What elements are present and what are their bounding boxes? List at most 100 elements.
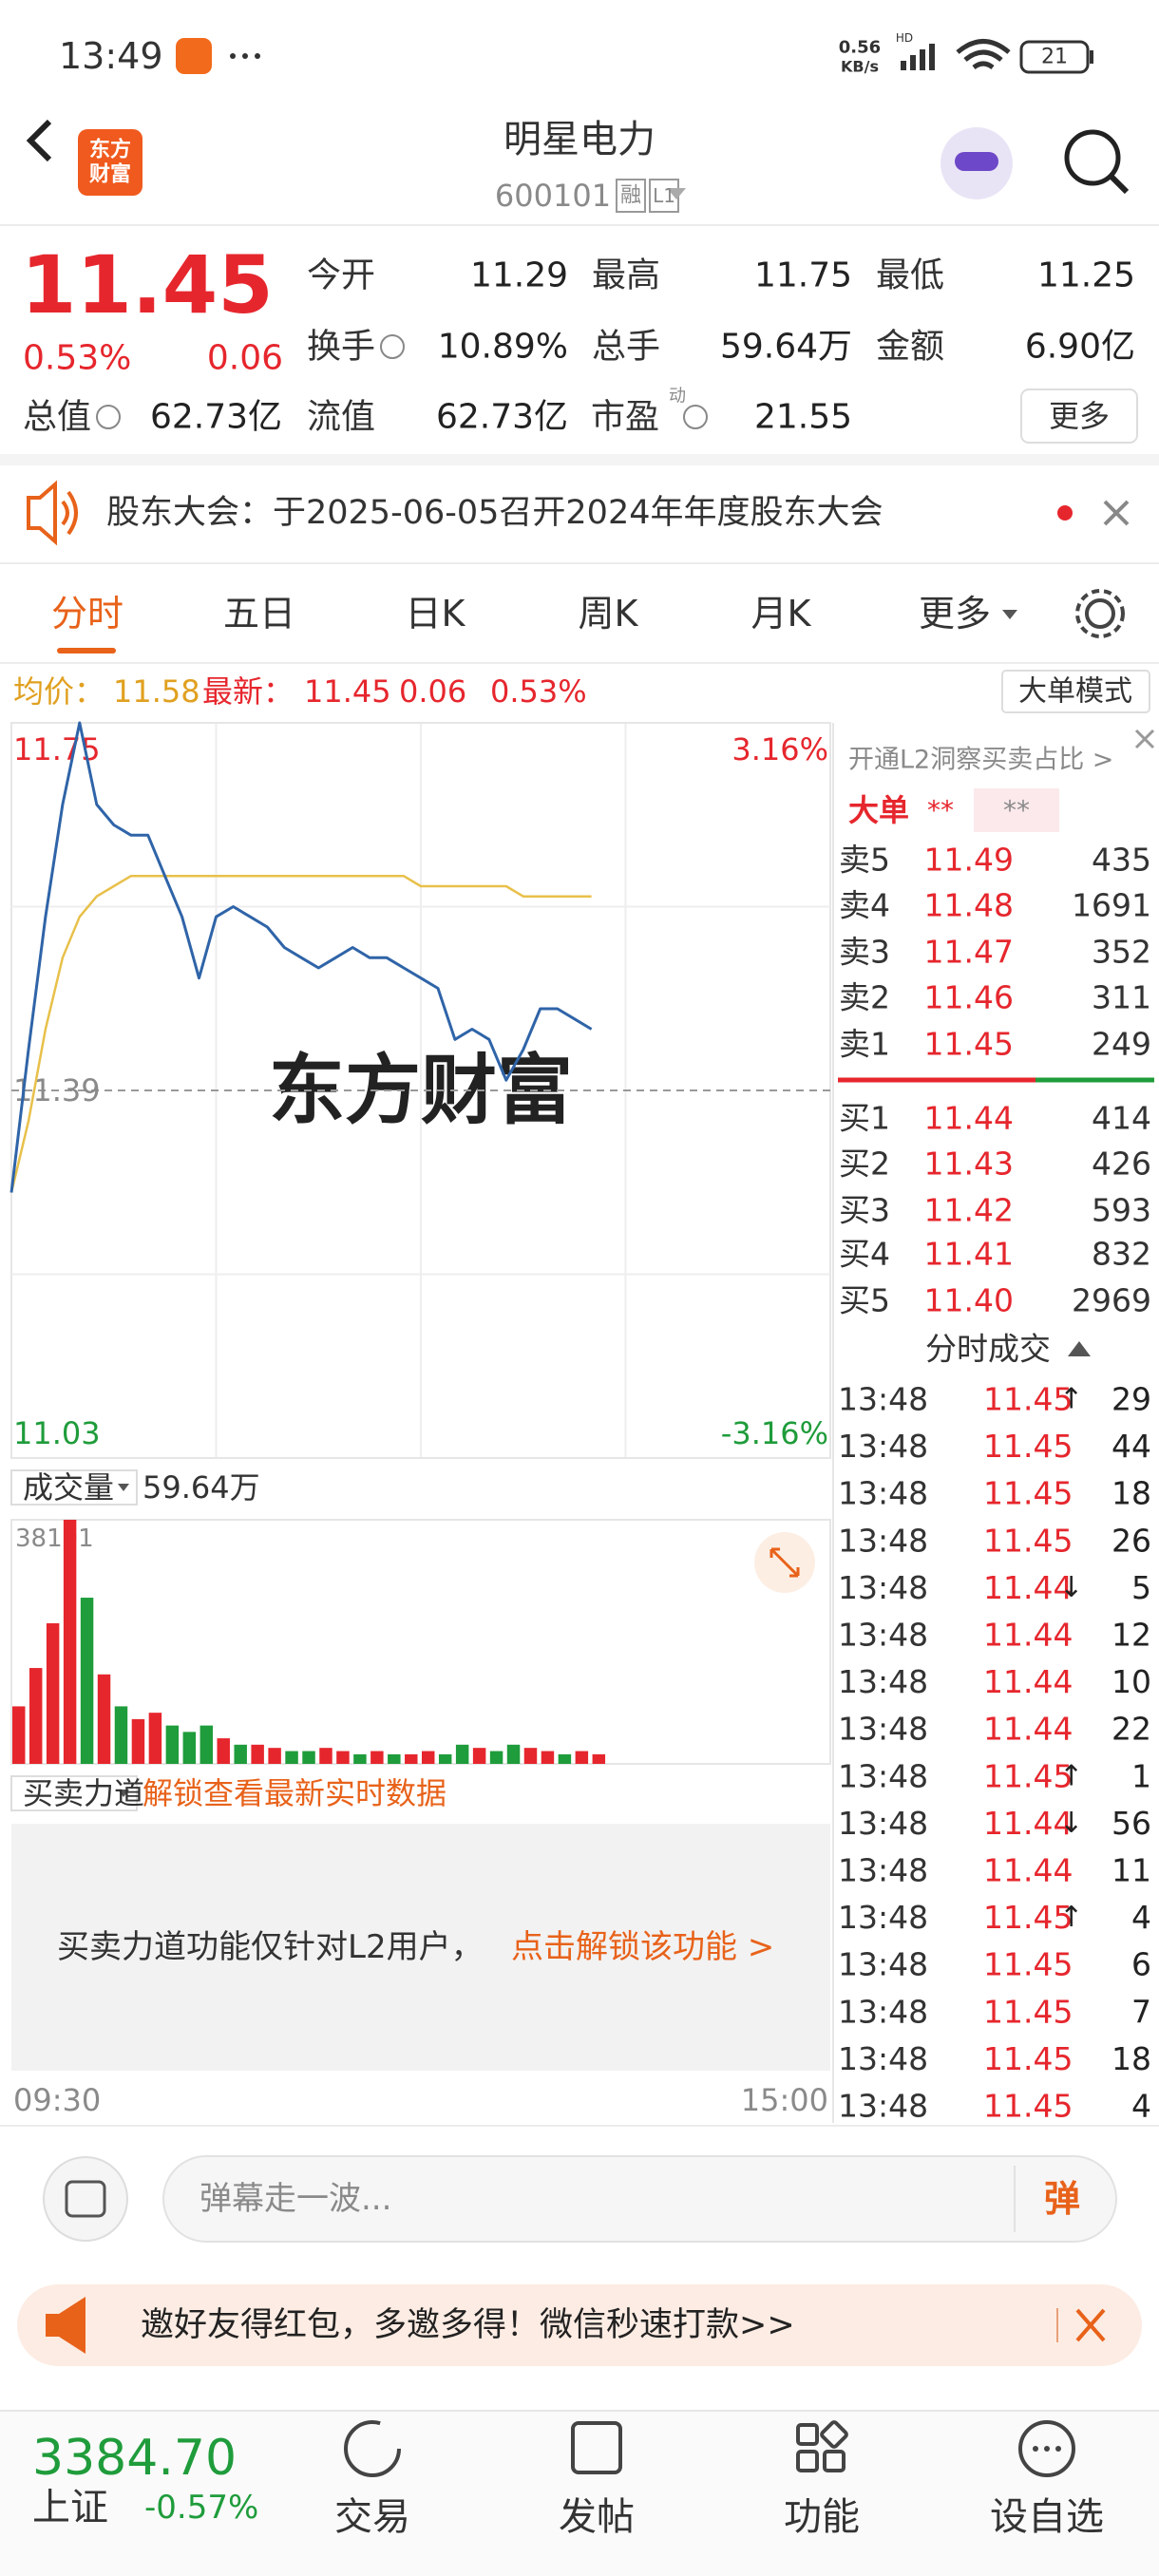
book-price: 11.46	[924, 979, 1014, 1016]
dropdown-arrow[interactable]	[667, 188, 686, 199]
volume-selector[interactable]	[10, 1469, 138, 1506]
trade-price: 11.45	[983, 1993, 1073, 2030]
stock-code: 600101	[495, 178, 611, 214]
promo-close[interactable]	[1075, 2308, 1106, 2342]
book-tab: **	[927, 795, 954, 826]
settings-button[interactable]	[1085, 598, 1115, 629]
book-price: 11.48	[924, 887, 1014, 924]
signal-icon	[901, 44, 935, 70]
x-tick-label: 09:30	[13, 2082, 101, 2118]
trade-volume: 4	[1131, 2088, 1151, 2125]
dot	[255, 53, 260, 59]
field-value: 11.29	[470, 256, 568, 295]
trade-price: 11.45	[983, 1946, 1073, 1983]
change: 0.06	[207, 339, 283, 378]
logo-text: 财富	[89, 162, 131, 187]
book-volume: 249	[1092, 1026, 1151, 1063]
change-pct: 0.53%	[23, 339, 131, 378]
trade-volume: 6	[1131, 1946, 1151, 1983]
field-label: 换手	[307, 328, 375, 367]
volume-bar	[592, 1753, 606, 1764]
index-change: -0.57%	[144, 2489, 258, 2527]
post-icon[interactable]	[571, 2421, 622, 2474]
volume-bar	[28, 1668, 43, 1764]
divider	[0, 2125, 1159, 2127]
book-label: 卖1	[839, 1026, 890, 1063]
volume-bar	[558, 1753, 572, 1764]
avatar-visor	[955, 152, 998, 171]
nav-item: 功能	[784, 2495, 860, 2539]
trade-volume: 29	[1112, 1381, 1151, 1418]
avg-price: 11.58	[113, 673, 200, 710]
trade-volume: 4	[1131, 1899, 1151, 1936]
search-button[interactable]	[1064, 129, 1121, 186]
power-selector[interactable]	[10, 1775, 138, 1811]
index-value: 3384.70	[32, 2430, 237, 2487]
volume-bar	[165, 1725, 180, 1764]
battery-cap	[1090, 50, 1093, 64]
trade-time: 13:48	[838, 1569, 928, 1606]
price-line	[10, 721, 593, 1193]
latest-price: 11.45	[304, 673, 391, 710]
trade-price: 11.44	[983, 1711, 1073, 1748]
battery-icon	[1019, 40, 1090, 74]
trade-time: 13:48	[838, 2088, 928, 2125]
volume-bar	[575, 1751, 589, 1764]
book-label: 买5	[839, 1282, 890, 1319]
book-volume: 311	[1092, 979, 1151, 1016]
volume-bar	[114, 1706, 128, 1764]
danmaku-toggle[interactable]	[43, 2156, 128, 2242]
locked-panel[interactable]	[11, 1824, 830, 2071]
book-label: 卖2	[839, 979, 890, 1016]
clock: 13:49	[59, 35, 163, 77]
trades-title: 分时成交	[925, 1331, 1051, 1368]
trade-price: 11.44	[983, 1852, 1073, 1889]
book-volume: 832	[1092, 1236, 1151, 1273]
logo-text: 东方	[89, 138, 131, 162]
trade-price: 11.45	[983, 2088, 1073, 2125]
watchlist-icon[interactable]	[1018, 2420, 1075, 2477]
mode-button[interactable]	[1001, 670, 1150, 713]
volume-bar	[455, 1744, 469, 1764]
info-icon	[380, 334, 405, 359]
dropdown-arrow[interactable]	[1002, 610, 1017, 619]
trade-volume: 1	[1131, 1757, 1151, 1794]
function-icon[interactable]	[796, 2420, 848, 2472]
promo-bar[interactable]	[17, 2284, 1142, 2366]
power-title: 买卖力道	[23, 1775, 144, 1811]
volume-bar	[489, 1751, 504, 1764]
trade-volume: 5	[1131, 1569, 1151, 1606]
trade-time: 13:48	[838, 1805, 928, 1842]
app-icon	[176, 38, 212, 74]
book-volume: 414	[1092, 1100, 1151, 1137]
change-pct: 0.53%	[490, 673, 587, 710]
legend-label: 最新：	[202, 673, 294, 710]
bottom-nav	[0, 2411, 1159, 2576]
comment-input[interactable]	[162, 2155, 1117, 2243]
volume-bar	[80, 1598, 94, 1764]
more-button[interactable]	[1020, 388, 1138, 444]
book-volume: 2969	[1072, 1282, 1151, 1319]
dot	[1033, 2446, 1038, 2452]
back-button[interactable]	[26, 119, 52, 162]
trade-time: 13:48	[838, 1757, 928, 1794]
masked-tab	[974, 788, 1059, 832]
trade-icon[interactable]	[344, 2420, 401, 2477]
close-button[interactable]	[1134, 729, 1155, 749]
book-tab: 大单	[848, 792, 909, 828]
book-label: 买2	[839, 1146, 890, 1183]
dot	[1055, 2446, 1061, 2452]
book-price: 11.44	[924, 1100, 1014, 1137]
divider	[0, 562, 1159, 564]
book-volume: 593	[1092, 1192, 1151, 1229]
last-price: 11.45	[21, 238, 274, 331]
trade-price: 11.44	[983, 1663, 1073, 1700]
trade-time: 13:48	[838, 1899, 928, 1936]
trade-arrow: ↑	[1059, 1759, 1083, 1792]
unlock-link: 解锁查看最新实时数据	[142, 1775, 446, 1811]
tab-underline	[57, 648, 116, 653]
volume-bar	[336, 1751, 350, 1764]
close-button[interactable]	[1103, 500, 1130, 526]
book-tab: **	[1003, 795, 1030, 826]
